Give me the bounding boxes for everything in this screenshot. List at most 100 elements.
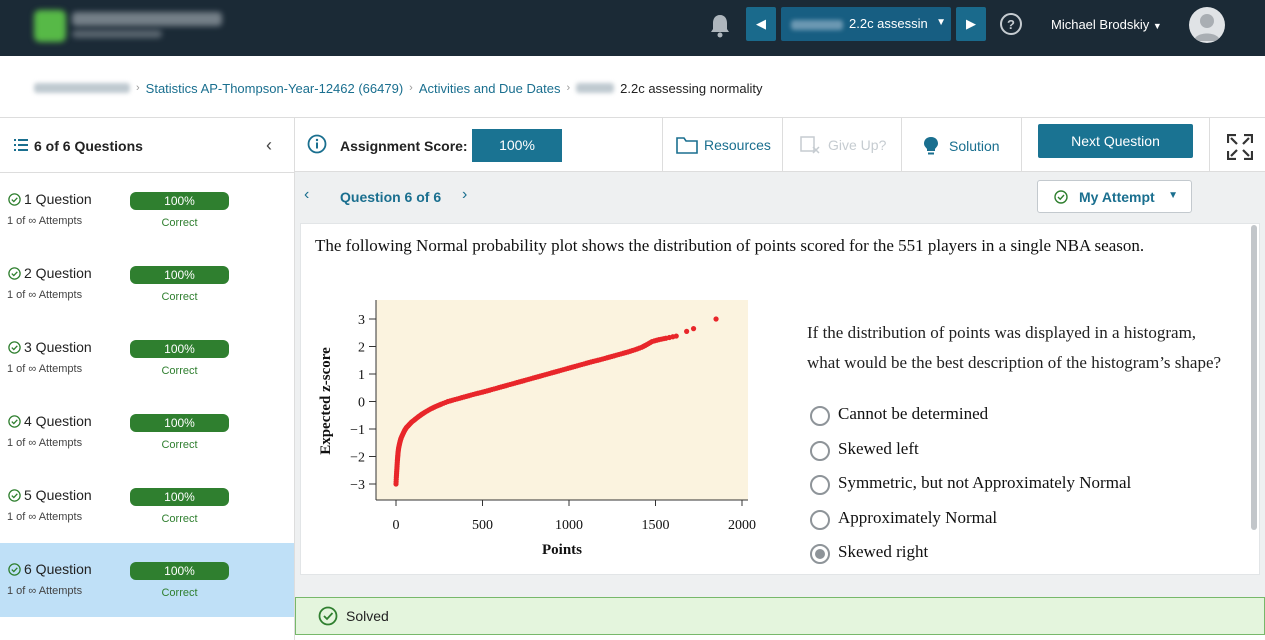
avatar[interactable] bbox=[1189, 7, 1225, 43]
prev-question-icon[interactable]: ‹ bbox=[304, 186, 310, 203]
lightbulb-icon bbox=[924, 137, 938, 155]
user-menu[interactable]: Michael Brodskiy ▼ bbox=[1051, 17, 1162, 32]
check-circle-icon bbox=[8, 193, 21, 206]
info-icon[interactable] bbox=[307, 134, 327, 154]
sidebar-item-question-4[interactable]: 4 Question 1 of ∞ Attempts 100% Correct bbox=[0, 395, 294, 469]
answer-option[interactable]: Skewed left bbox=[810, 439, 1131, 474]
fullscreen-icon[interactable] bbox=[1227, 134, 1253, 160]
data-point bbox=[684, 328, 690, 334]
sidebar-item-question-3[interactable]: 3 Question 1 of ∞ Attempts 100% Correct bbox=[0, 321, 294, 395]
question-status: Correct bbox=[161, 513, 198, 525]
my-attempt-dropdown[interactable]: My Attempt ▼ bbox=[1037, 180, 1192, 213]
resources-button[interactable]: Resources bbox=[676, 136, 771, 154]
question-attempts: 1 of ∞ Attempts bbox=[7, 215, 83, 227]
question-attempts: 1 of ∞ Attempts bbox=[7, 437, 83, 449]
data-point-fill bbox=[560, 367, 566, 373]
give-up-label: Give Up? bbox=[828, 137, 887, 153]
breadcrumb-course[interactable]: Statistics AP-Thompson-Year-12462 (66479… bbox=[145, 80, 404, 96]
check-circle-icon bbox=[8, 341, 21, 354]
check-circle-icon bbox=[8, 267, 21, 280]
resources-label: Resources bbox=[704, 137, 771, 153]
chevron-right-icon: › bbox=[136, 82, 140, 94]
list-icon bbox=[14, 139, 28, 151]
breadcrumb: › Statistics AP-Thompson-Year-12462 (664… bbox=[34, 80, 762, 96]
question-score: 100% bbox=[130, 192, 229, 210]
scrollbar[interactable] bbox=[1251, 225, 1257, 530]
chevron-down-icon: ▼ bbox=[1168, 190, 1178, 201]
normal-probability-plot: 3 2 1 0 −1 −2 −3 0 500 1000 1500 2000 Points Expec… bbox=[318, 300, 756, 558]
radio-button[interactable] bbox=[810, 406, 830, 426]
prev-assignment-button[interactable]: ◀ bbox=[746, 7, 776, 41]
blurred-text bbox=[576, 83, 615, 93]
help-icon[interactable]: ? bbox=[1000, 13, 1022, 35]
answer-option[interactable]: Skewed right bbox=[810, 542, 1131, 574]
sidebar-title: 6 of 6 Questions bbox=[34, 138, 143, 154]
sidebar-item-question-2[interactable]: 2 Question 1 of ∞ Attempts 100% Correct bbox=[0, 247, 294, 321]
answer-option-label: Approximately Normal bbox=[838, 507, 998, 527]
breadcrumb-activities[interactable]: Activities and Due Dates bbox=[418, 80, 561, 96]
data-point-fill bbox=[491, 386, 497, 392]
give-up-icon bbox=[800, 136, 820, 154]
question-name: 5 Question bbox=[24, 487, 92, 503]
question-score: 100% bbox=[130, 414, 229, 432]
bell-icon[interactable] bbox=[708, 13, 732, 39]
next-assignment-button[interactable]: ▶ bbox=[956, 7, 986, 41]
check-circle-icon bbox=[1054, 190, 1068, 204]
assignment-select[interactable]: 2.2c assessin ▼ bbox=[781, 7, 951, 41]
next-question-button[interactable]: Next Question bbox=[1038, 124, 1193, 158]
data-point-fill bbox=[654, 337, 660, 343]
data-point-fill bbox=[615, 351, 622, 358]
data-point-fill bbox=[512, 380, 518, 386]
question-attempts: 1 of ∞ Attempts bbox=[7, 289, 83, 301]
data-point-fill bbox=[622, 350, 629, 356]
sidebar-item-question-1[interactable]: 1 Question 1 of ∞ Attempts 100% Correct bbox=[0, 173, 294, 247]
y-tick-label: −3 bbox=[350, 478, 365, 493]
app-logo[interactable] bbox=[34, 8, 224, 42]
question-status: Correct bbox=[161, 291, 198, 303]
answer-option[interactable]: Approximately Normal bbox=[810, 508, 1131, 543]
solution-button[interactable]: Solution bbox=[922, 136, 1000, 156]
data-point-fill bbox=[463, 393, 469, 399]
x-tick-label: 0 bbox=[393, 518, 400, 533]
data-point-fill bbox=[470, 391, 476, 398]
data-point-fill bbox=[588, 359, 594, 365]
data-point-fill bbox=[477, 390, 483, 396]
question-score: 100% bbox=[130, 340, 229, 358]
radio-button[interactable] bbox=[810, 544, 830, 564]
give-up-button[interactable]: Give Up? bbox=[800, 136, 886, 154]
folder-icon bbox=[676, 137, 698, 154]
question-attempts: 1 of ∞ Attempts bbox=[7, 585, 83, 597]
y-tick-label: 3 bbox=[358, 313, 365, 328]
answer-option[interactable]: Symmetric, but not Approximately Normal bbox=[810, 473, 1131, 508]
check-circle-icon bbox=[8, 563, 21, 576]
sidebar-item-question-6[interactable]: 6 Question 1 of ∞ Attempts 100% Correct bbox=[0, 543, 294, 617]
breadcrumb-home[interactable] bbox=[34, 83, 130, 93]
question-attempts: 1 of ∞ Attempts bbox=[7, 511, 83, 523]
radio-button[interactable] bbox=[810, 475, 830, 495]
data-point-fill bbox=[449, 397, 456, 403]
question-nav: ‹ Question 6 of 6 › My Attempt ▼ bbox=[295, 172, 1265, 222]
data-point-fill bbox=[581, 361, 587, 367]
chevron-down-icon: ▼ bbox=[936, 17, 946, 28]
data-point-fill bbox=[532, 374, 539, 380]
x-tick-label: 2000 bbox=[728, 518, 756, 533]
data-point-fill bbox=[595, 357, 601, 363]
radio-button[interactable] bbox=[810, 440, 830, 461]
x-axis-label: Points bbox=[542, 542, 582, 558]
x-tick-label: 500 bbox=[472, 518, 493, 533]
question-status: Correct bbox=[161, 365, 198, 377]
data-point-fill bbox=[609, 353, 615, 360]
question-status: Correct bbox=[161, 587, 198, 599]
radio-button[interactable] bbox=[810, 509, 830, 530]
question-nav-label: Question 6 of 6 bbox=[340, 189, 442, 205]
y-axis-label: Expected z-score bbox=[318, 347, 334, 455]
next-question-icon[interactable]: › bbox=[462, 186, 468, 203]
collapse-sidebar-icon[interactable]: ‹ bbox=[266, 135, 272, 155]
user-silhouette-icon bbox=[1194, 14, 1220, 41]
answer-option[interactable]: Cannot be determined bbox=[810, 404, 1131, 439]
data-point-fill bbox=[546, 370, 552, 377]
question-score: 100% bbox=[130, 488, 229, 506]
data-point-fill bbox=[393, 476, 399, 483]
sidebar-item-question-5[interactable]: 5 Question 1 of ∞ Attempts 100% Correct bbox=[0, 469, 294, 543]
check-circle-icon bbox=[8, 415, 21, 428]
